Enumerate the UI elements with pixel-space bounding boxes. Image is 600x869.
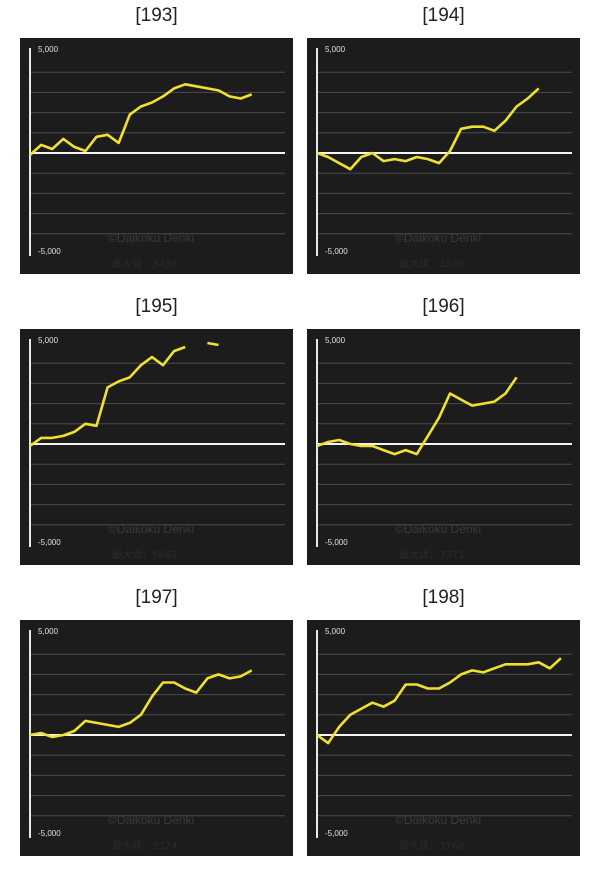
max-value-label: 最大値：3371: [399, 548, 464, 561]
chart-panel: ©Daikoku Denki 5,000 -5,000 最大値：3324: [20, 620, 293, 856]
chart-panel: ©Daikoku Denki 5,000 -5,000 最大値：3768: [307, 620, 580, 856]
y-tick-label: 5,000: [325, 336, 346, 345]
panel-title: [197]: [135, 587, 177, 608]
y-tick-label: -5,000: [325, 247, 348, 256]
y-tick-label: -5,000: [38, 247, 61, 256]
data-line: [316, 376, 518, 456]
y-tick-label: -5,000: [325, 829, 348, 838]
chart-panel: ©Daikoku Denki 5,000 -5,000 最大値：3436: [20, 38, 293, 274]
chart-panel: ©Daikoku Denki 5,000 -5,000 最大値：3371: [307, 329, 580, 565]
y-tick-label: -5,000: [38, 538, 61, 547]
y-tick-label: 5,000: [38, 45, 59, 54]
data-line: [29, 83, 253, 156]
watermark: ©Daikoku Denki: [395, 231, 481, 245]
chart-panel: ©Daikoku Denki 5,000 -5,000 最大値：5662: [20, 329, 293, 565]
panel-background: [307, 329, 580, 565]
panel-background: [20, 38, 293, 274]
panel-title: [198]: [422, 587, 464, 608]
data-line: [316, 657, 562, 745]
y-tick-label: 5,000: [325, 45, 346, 54]
data-line: [29, 341, 219, 448]
panel-title: [196]: [422, 296, 464, 317]
y-tick-label: -5,000: [38, 829, 61, 838]
watermark: ©Daikoku Denki: [108, 231, 194, 245]
max-value-label: 最大値：3289: [399, 257, 464, 270]
chart-panel: ©Daikoku Denki 5,000 -5,000 最大値：3289: [307, 38, 580, 274]
y-tick-label: -5,000: [325, 538, 348, 547]
max-value-label: 最大値：3324: [112, 839, 177, 852]
data-line: [316, 87, 540, 171]
max-value-label: 最大値：3436: [112, 257, 177, 270]
watermark: ©Daikoku Denki: [395, 813, 481, 827]
y-tick-label: 5,000: [325, 627, 346, 636]
panel-background: [20, 329, 293, 565]
y-tick-label: 5,000: [38, 627, 59, 636]
panel-title: [195]: [135, 296, 177, 317]
watermark: ©Daikoku Denki: [108, 522, 194, 536]
panel-background: [20, 620, 293, 856]
watermark: ©Daikoku Denki: [108, 813, 194, 827]
max-value-label: 最大値：5662: [112, 548, 177, 561]
watermark: ©Daikoku Denki: [395, 522, 481, 536]
panel-background: [307, 620, 580, 856]
data-line: [29, 669, 253, 739]
panel-title: [194]: [422, 5, 464, 26]
panel-title: [193]: [135, 5, 177, 26]
y-tick-label: 5,000: [38, 336, 59, 345]
panel-background: [307, 38, 580, 274]
max-value-label: 最大値：3768: [399, 839, 464, 852]
